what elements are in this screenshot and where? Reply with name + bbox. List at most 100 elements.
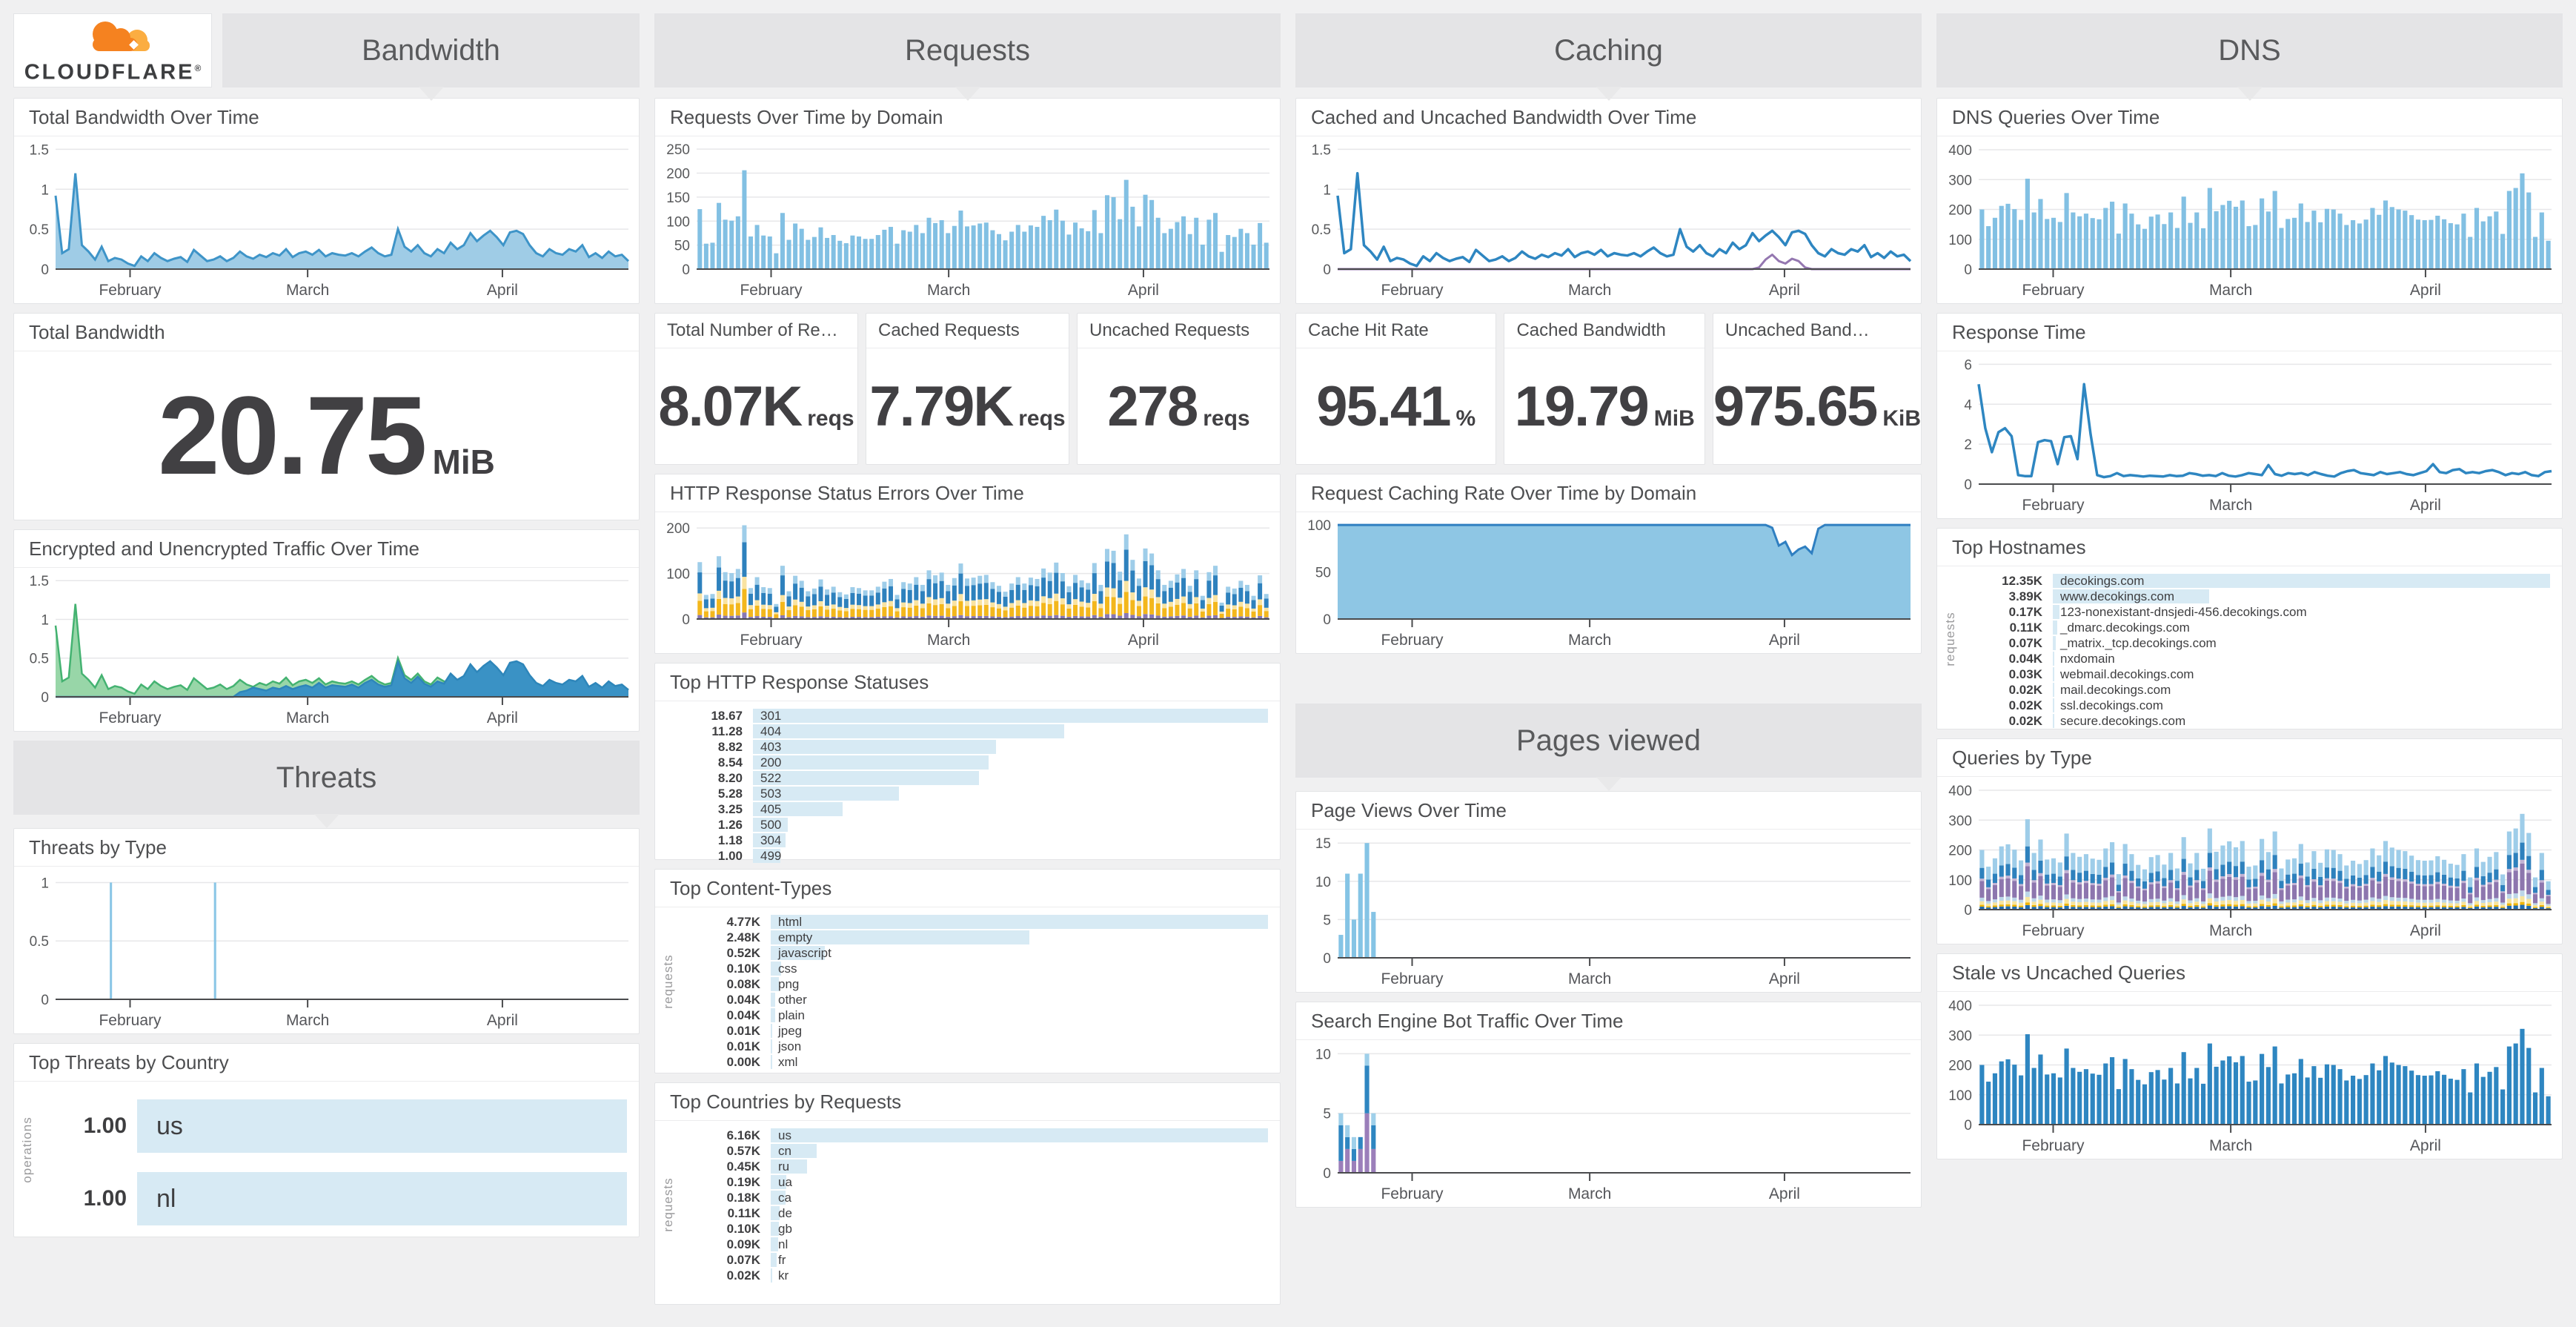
list-row-bar xyxy=(771,962,782,976)
chart-cached-uncached-bandwidth[interactable]: 0 0.5 1 1.5 February March April xyxy=(1296,136,1921,303)
list-row-bar xyxy=(771,915,1268,929)
chart-response-time[interactable]: 0 2 4 6 February March April xyxy=(1937,351,2562,518)
svg-text:1.5: 1.5 xyxy=(30,574,49,589)
list-row: 0.04K other xyxy=(686,993,1268,1007)
list-row: 0.02K mail.decokings.com xyxy=(1968,683,2550,697)
list-row-value: 5.28 xyxy=(717,787,743,801)
list-row-label: webmail.decokings.com xyxy=(2060,667,2194,681)
column-dns: DNS DNS Queries Over Time 0 100 200 300 400 F… xyxy=(1936,13,2563,1168)
card-total-bandwidth: Total Bandwidth 20.75 MiB xyxy=(13,313,640,520)
svg-text:50: 50 xyxy=(1315,566,1331,581)
stat-unit: % xyxy=(1455,406,1476,431)
stat-body: 20.75 MiB xyxy=(14,351,639,520)
caching-stats-row: Cache Hit Rate 95.41% Cached Bandwidth 1… xyxy=(1295,313,1922,465)
svg-text:0.5: 0.5 xyxy=(30,652,49,667)
card-stale-uncached: Stale vs Uncached Queries 0 100 200 300 400 F… xyxy=(1936,953,2563,1159)
card-title: Top Threats by Country xyxy=(14,1044,639,1082)
list-row-label: css xyxy=(778,962,797,976)
list-row: 5.28 503 xyxy=(668,787,1268,801)
svg-text:February: February xyxy=(2022,922,2085,939)
list-row: 0.07K fr xyxy=(686,1253,1268,1267)
chart-dns-queries[interactable]: 0 100 200 300 400 February March April xyxy=(1937,136,2562,303)
list-row: 0.10K gb xyxy=(686,1222,1268,1236)
svg-text:5: 5 xyxy=(1323,1107,1331,1122)
list-row-bar xyxy=(2053,667,2055,681)
chart-stale-uncached[interactable]: 0 100 200 300 400 February March April xyxy=(1937,992,2562,1159)
svg-text:0: 0 xyxy=(1964,477,1972,493)
card-top-content-types: Top Content-Types requests 4.77K html 2.48… xyxy=(654,869,1281,1073)
list-row-label: mail.decokings.com xyxy=(2060,683,2171,697)
list-row-value: 0.17K xyxy=(2008,605,2042,619)
card-title: Request Caching Rate Over Time by Domain xyxy=(1296,474,1921,512)
svg-text:April: April xyxy=(1128,632,1159,649)
list-row-bar xyxy=(137,1172,627,1225)
list-row-label: 405 xyxy=(760,802,782,816)
svg-text:1.5: 1.5 xyxy=(30,142,49,158)
list-row-bar xyxy=(753,787,899,801)
card-top-countries: Top Countries by Requests requests 6.16K… xyxy=(654,1082,1281,1305)
chart-requests-over-time[interactable]: 0 50 100 150 200 250 February March April xyxy=(655,136,1280,303)
card-total-requests: Total Number of Re… 8.07K reqs xyxy=(654,313,858,465)
list-row-bar xyxy=(2053,574,2550,588)
list-row-bar xyxy=(771,930,1029,944)
svg-text:100: 100 xyxy=(1948,233,1972,248)
svg-text:February: February xyxy=(740,282,803,299)
svg-text:February: February xyxy=(2022,1137,2085,1154)
svg-text:0: 0 xyxy=(41,690,49,706)
svg-text:0: 0 xyxy=(1323,612,1331,628)
list-row: 0.00K xml xyxy=(686,1055,1268,1069)
list-row: 8.54 200 xyxy=(668,755,1268,770)
chart-http-errors[interactable]: 0 100 200 February March April xyxy=(655,512,1280,653)
list-row-label: decokings.com xyxy=(2060,574,2145,588)
stat-unit: reqs xyxy=(807,406,854,431)
list-row-value: 0.11K xyxy=(727,1206,760,1220)
list-row-value: 0.03K xyxy=(2008,667,2042,681)
svg-text:March: March xyxy=(2209,497,2252,514)
list-row-value: 0.10K xyxy=(726,1222,760,1236)
svg-text:April: April xyxy=(1769,282,1800,299)
card-title: Search Engine Bot Traffic Over Time xyxy=(1296,1002,1921,1040)
list-row-value: 1.26 xyxy=(717,818,743,832)
top-countries-list: 6.16K us 0.57K cn 0.45K ru 0.19K ua 0.18K ca 0.11K… xyxy=(655,1121,1280,1304)
list-row-label: kr xyxy=(778,1268,789,1283)
chart-queries-by-type[interactable]: 0 100 200 300 400 February March April xyxy=(1937,777,2562,944)
list-row-value: 0.45K xyxy=(726,1159,760,1174)
chart-caching-rate[interactable]: 0 50 100 February March April xyxy=(1296,512,1921,653)
svg-text:February: February xyxy=(2022,497,2085,514)
list-row-label: de xyxy=(778,1206,792,1220)
chart-encrypted-traffic[interactable]: 0 0.5 1 1.5 February March April xyxy=(14,568,639,731)
card-queries-by-type: Queries by Type 0 100 200 300 400 February Mar… xyxy=(1936,738,2563,944)
chart-threats-by-type[interactable]: 0 0.5 1 February March April xyxy=(14,867,639,1033)
list-row-value: 0.04K xyxy=(726,993,760,1007)
card-search-bot-traffic: Search Engine Bot Traffic Over Time 0 5 10… xyxy=(1295,1002,1922,1208)
list-row-bar xyxy=(771,1128,1268,1142)
svg-text:April: April xyxy=(2410,922,2441,939)
card-title: Encrypted and Unencrypted Traffic Over T… xyxy=(14,530,639,568)
list-row-value: 0.02K xyxy=(2008,683,2042,697)
chart-search-bot-traffic[interactable]: 0 5 10 February March April xyxy=(1296,1040,1921,1207)
svg-text:300: 300 xyxy=(1948,813,1972,829)
card-title: Stale vs Uncached Queries xyxy=(1937,954,2562,992)
chart-total-bandwidth-over-time[interactable]: 0 0.5 1 1.5 February March April xyxy=(14,136,639,303)
section-header-threats: Threats xyxy=(13,741,640,828)
list-row-value: 0.18K xyxy=(726,1191,760,1205)
list-row-bar xyxy=(2053,683,2055,697)
list-row-value: 12.35K xyxy=(2002,574,2042,588)
svg-text:150: 150 xyxy=(666,191,690,206)
card-title: Queries by Type xyxy=(1937,739,2562,777)
chart-page-views[interactable]: 0 5 10 15 February March April xyxy=(1296,830,1921,992)
svg-text:2: 2 xyxy=(1964,437,1972,453)
list-row-bar xyxy=(771,1055,773,1069)
svg-text:10: 10 xyxy=(1315,1047,1331,1062)
list-row-bar xyxy=(753,818,788,832)
list-row-label: fr xyxy=(778,1253,786,1267)
svg-text:200: 200 xyxy=(1948,1059,1972,1074)
top-hostnames-list: 12.35K decokings.com 3.89K www.decokings.co… xyxy=(1937,566,2562,734)
list-row-bar xyxy=(771,977,780,991)
list-row-label: nxdomain xyxy=(2060,652,2115,666)
svg-text:March: March xyxy=(927,282,970,299)
section-header-caching: Caching xyxy=(1295,13,1922,101)
top-content-types-list: 4.77K html 2.48K empty 0.52K javascript 0.10K c… xyxy=(655,907,1280,1075)
svg-text:February: February xyxy=(2022,282,2085,299)
list-row-bar xyxy=(753,833,786,847)
